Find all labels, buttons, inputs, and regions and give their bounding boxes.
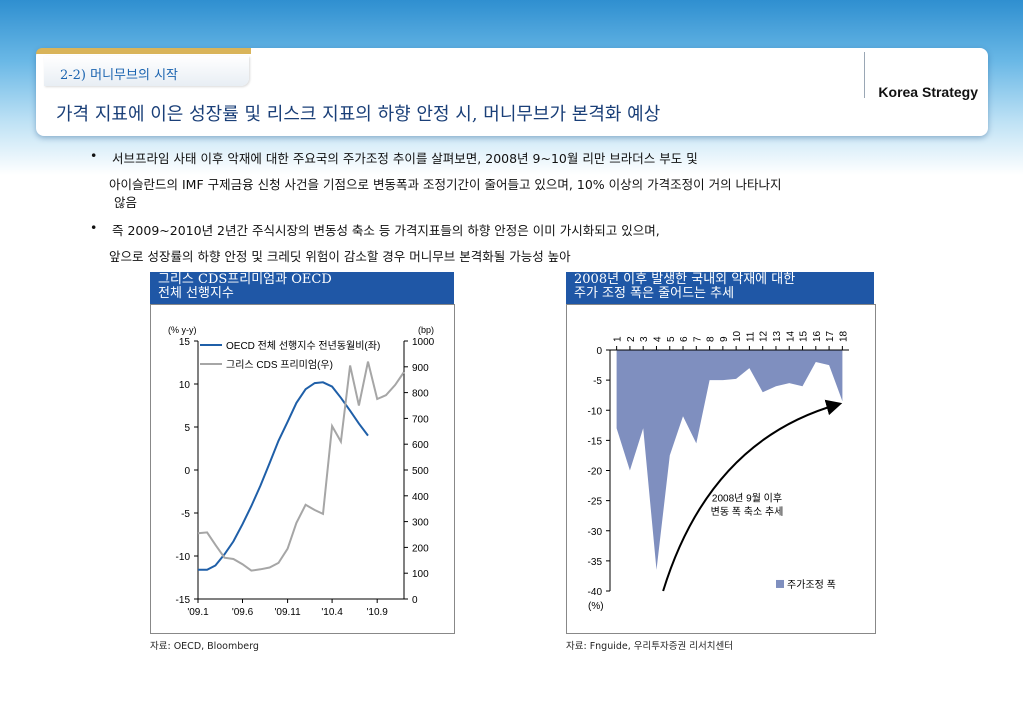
x-tick-label: '10.9: [366, 607, 388, 618]
left-y-tick-label: -5: [181, 509, 190, 520]
series-line-1: [198, 381, 369, 571]
x-tick-label: 10: [732, 330, 743, 342]
bullet-1-line-3: 않음: [114, 195, 138, 210]
section-subtitle: 2-2) 머니무브의 시작: [60, 68, 178, 83]
x-tick-label: 11: [745, 331, 756, 342]
x-tick-label: '10.4: [321, 607, 343, 618]
right-y-tick-label: 0: [412, 595, 418, 606]
right-y-tick-label: 600: [412, 440, 429, 451]
right-y-tick-label: 900: [412, 363, 429, 374]
legend-label: OECD 전체 선행지수 전년동월비(좌): [226, 340, 380, 352]
bullet-2-line-2: 앞으로 성장률의 하향 안정 및 크레딧 위험이 감소할 경우 머니무브 본격화…: [109, 249, 571, 264]
left-chart-source: 자료: OECD, Bloomberg: [150, 641, 259, 652]
left-y-tick-label: 0: [184, 466, 190, 477]
x-tick-label: 5: [666, 336, 677, 342]
bullet-2-line-1: 즉 2009~2010년 2년간 주식시장의 변동성 축소 등 가격지표들의 하…: [112, 223, 660, 238]
y-tick-label: -40: [588, 587, 603, 598]
right-chart-title-line-2: 주가 조정 폭은 줄어드는 추세: [574, 286, 735, 301]
right-y-tick-label: 1000: [412, 337, 435, 348]
x-tick-label: 1: [613, 336, 624, 342]
page-title: 가격 지표에 이은 성장률 및 리스크 지표의 하향 안정 시, 머니무브가 본…: [56, 104, 661, 125]
brand-label: Korea Strategy: [878, 84, 978, 100]
left-y-tick-label: 10: [179, 380, 191, 391]
bullet-1-line-2: 아이슬란드의 IMF 구제금융 신청 사건을 기점으로 변동폭과 조정기간이 줄…: [109, 177, 782, 192]
bullet-glyph: •: [90, 148, 98, 163]
right-y-tick-label: 700: [412, 414, 429, 425]
left-y-tick-label: 5: [184, 423, 190, 434]
bullet-1-line-1: 서브프라임 사태 이후 악재에 대한 주요국의 주가조정 추이를 살펴보면, 2…: [112, 151, 698, 166]
right-chart: 0-5-10-15-20-25-30-35-40(%)1 2 3 4 5 6 7 8 9 10 11…: [588, 330, 850, 612]
trend-arrow: [662, 399, 843, 592]
x-tick-label: '09.1: [187, 607, 209, 618]
left-chart-title: 그리스 CDS프리미엄과 OECD 전체 선행지수: [150, 272, 454, 304]
right-y-tick-label: 300: [412, 518, 429, 529]
left-y-tick-label: 15: [179, 337, 191, 348]
legend-label: 그리스 CDS 프리미엄(우): [226, 359, 333, 371]
x-tick-label: 6: [679, 336, 690, 342]
x-tick-label: '09.11: [274, 607, 301, 618]
right-y-tick-label: 100: [412, 569, 429, 580]
y-tick-label: 0: [596, 346, 602, 357]
right-chart-source: 자료: Fnguide, 우리투자증권 리서치센터: [566, 641, 733, 652]
right-y-tick-label: 400: [412, 492, 429, 503]
bullet-glyph: •: [90, 220, 98, 235]
x-tick-label: 17: [825, 330, 836, 342]
y-tick-label: -10: [588, 406, 603, 417]
x-tick-label: 13: [772, 330, 783, 342]
y-tick-label: -5: [593, 376, 602, 387]
left-chart-box: 15 10 5 0 -5 -10 -15 1000 900 800 700 600 500 400 300 2…: [150, 304, 455, 634]
y-tick-label: -25: [588, 497, 603, 508]
right-chart-title-line-1: 2008년 이후 발생한 국내외 악재에 대한: [574, 272, 796, 287]
y-tick-label: -15: [588, 436, 603, 447]
header-accent-bar: [36, 48, 251, 54]
x-tick-label: 16: [812, 330, 823, 342]
x-tick-label: 15: [799, 330, 810, 342]
y-tick-label: -20: [588, 467, 603, 478]
left-chart-title-line-2: 전체 선행지수: [158, 286, 234, 301]
y-tick-label: -35: [588, 557, 603, 568]
x-tick-label: 14: [785, 330, 796, 342]
x-tick-label: 18: [838, 330, 849, 342]
right-y-tick-label: 200: [412, 543, 429, 554]
right-chart-box: 0 -5 -10 -15 -20 -25 -30 -35 -40 (%) 1 2 3 4 5 6 7 8 9 10 11…: [566, 304, 876, 634]
annotation-line-2: 변동 폭 축소 추세: [711, 506, 784, 518]
x-tick-label: 2: [626, 336, 637, 342]
area-series: [616, 350, 843, 570]
x-tick-label: '09.6: [232, 607, 254, 618]
left-chart-title-line-1: 그리스 CDS프리미엄과 OECD: [158, 272, 332, 287]
subtitle-tab: [44, 56, 249, 86]
legend-label: 주가조정 폭: [787, 579, 836, 591]
x-tick-label: 12: [759, 330, 770, 342]
left-y-tick-label: -10: [176, 552, 191, 563]
y-unit: (%): [588, 601, 604, 612]
x-tick-label: 8: [706, 336, 717, 342]
x-tick-label: 7: [692, 336, 703, 342]
left-chart: 151050-5-10-1510009008007006005004003002…: [168, 325, 435, 618]
header-divider: [864, 52, 865, 98]
annotation-line-1: 2008년 9월 이후: [712, 493, 782, 505]
x-tick-label: 4: [652, 336, 663, 342]
series-line-2: [197, 361, 405, 572]
legend-swatch: [776, 579, 784, 588]
right-y-tick-label: 500: [412, 466, 429, 477]
right-chart-title: 2008년 이후 발생한 국내외 악재에 대한 주가 조정 폭은 줄어드는 추세: [566, 272, 874, 304]
right-y-tick-label: 800: [412, 389, 429, 400]
y-tick-label: -30: [588, 527, 603, 538]
left-y-unit: (% y-y): [168, 325, 197, 335]
left-y-tick-label: -15: [176, 595, 191, 606]
x-tick-label: 3: [639, 336, 650, 342]
right-y-unit: (bp): [418, 325, 434, 335]
x-tick-label: 9: [719, 336, 730, 342]
